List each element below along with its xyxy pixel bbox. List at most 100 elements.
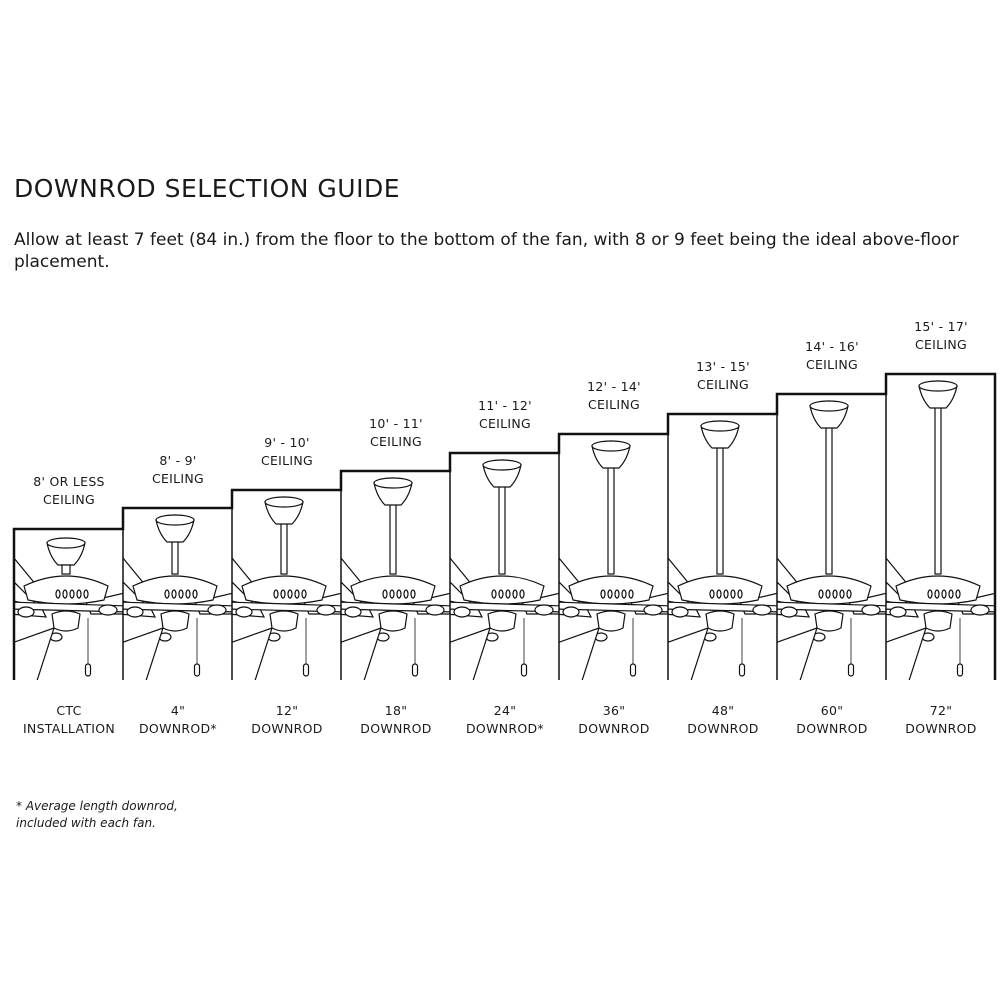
fan-panel bbox=[341, 477, 450, 680]
fan-panel bbox=[123, 514, 232, 680]
downrod-type: DOWNROD* bbox=[139, 721, 217, 736]
fan-blade bbox=[341, 627, 382, 680]
blade-arm bbox=[232, 601, 341, 613]
ceiling-label: 12' - 14' CEILING bbox=[559, 378, 669, 414]
ceiling-label: 13' - 15' CEILING bbox=[668, 358, 778, 394]
ceiling-label: 14' - 16' CEILING bbox=[777, 338, 887, 374]
ceiling-range: 9' - 10' bbox=[264, 435, 310, 450]
downrod-label: 36" DOWNROD bbox=[559, 702, 669, 738]
ceiling-range: 10' - 11' bbox=[369, 416, 423, 431]
downrod-length: 24" bbox=[493, 703, 517, 718]
blade-arm bbox=[341, 601, 450, 613]
ceiling-label: 10' - 11' CEILING bbox=[341, 415, 451, 451]
ceiling-range: 12' - 14' bbox=[587, 379, 641, 394]
blade-arm bbox=[123, 601, 232, 613]
downrod-type: DOWNROD bbox=[251, 721, 323, 736]
downrod-length: 72" bbox=[929, 703, 953, 718]
fan-panel bbox=[14, 537, 123, 680]
blade-arm bbox=[668, 601, 777, 613]
ceiling-word: CEILING bbox=[587, 397, 641, 412]
downrod bbox=[607, 465, 615, 575]
ceiling-label: 8' OR LESS CEILING bbox=[14, 473, 124, 509]
downrod-type: INSTALLATION bbox=[22, 721, 116, 736]
fan-blade bbox=[886, 627, 927, 680]
blade-arm bbox=[777, 601, 886, 613]
downrod-label: 24" DOWNROD* bbox=[450, 702, 560, 738]
ceiling-word: CEILING bbox=[151, 471, 205, 486]
fan-panel bbox=[668, 420, 777, 680]
downrod-type: DOWNROD bbox=[578, 721, 650, 736]
downrod-length: 36" bbox=[602, 703, 626, 718]
footnote-line: * Average length downrod, bbox=[16, 799, 178, 813]
ceiling-label: 9' - 10' CEILING bbox=[232, 434, 342, 470]
downrod-length: 4" bbox=[170, 703, 186, 718]
blade-arm bbox=[886, 601, 995, 613]
downrod bbox=[825, 425, 833, 575]
downrod bbox=[280, 521, 288, 575]
blade-arm bbox=[450, 601, 559, 613]
footnote: * Average length downrod, included with … bbox=[16, 798, 178, 832]
downrod-type: DOWNROD bbox=[796, 721, 868, 736]
downrod bbox=[498, 484, 506, 575]
ceiling-word: CEILING bbox=[914, 337, 968, 352]
ceiling-range: 11' - 12' bbox=[478, 398, 532, 413]
light-kit bbox=[487, 610, 517, 632]
blade-arm bbox=[559, 601, 668, 613]
downrod-length: 60" bbox=[820, 703, 844, 718]
blade-arm bbox=[14, 601, 123, 613]
fan-panel bbox=[559, 440, 668, 680]
ceiling-range: 14' - 16' bbox=[805, 339, 859, 354]
intro-text: Allow at least 7 feet (84 in.) from the … bbox=[14, 230, 959, 272]
downrod-length: 12" bbox=[275, 703, 299, 718]
ceiling-word: CEILING bbox=[478, 416, 532, 431]
ceiling-range: 8' - 9' bbox=[159, 453, 197, 468]
light-kit bbox=[814, 610, 844, 632]
downrod-type: DOWNROD* bbox=[466, 721, 544, 736]
light-kit bbox=[160, 610, 190, 632]
fan-panel bbox=[777, 400, 886, 680]
light-kit bbox=[269, 610, 299, 632]
ceiling-label: 15' - 17' CEILING bbox=[886, 318, 996, 354]
ceiling-steps-outline bbox=[12, 372, 997, 680]
downrod-length: CTC bbox=[56, 703, 82, 718]
downrod-label: 60" DOWNROD bbox=[777, 702, 887, 738]
ceiling-word: CEILING bbox=[696, 377, 750, 392]
downrod-label: 12" DOWNROD bbox=[232, 702, 342, 738]
fan-panel bbox=[886, 380, 995, 680]
downrod bbox=[716, 445, 724, 575]
ceiling-label: 8' - 9' CEILING bbox=[123, 452, 233, 488]
downrod-type: DOWNROD bbox=[360, 721, 432, 736]
downrod-type: DOWNROD bbox=[905, 721, 977, 736]
downrod bbox=[171, 539, 179, 575]
ceiling-label: 11' - 12' CEILING bbox=[450, 397, 560, 433]
light-kit bbox=[51, 610, 81, 632]
fan-blade bbox=[232, 627, 273, 680]
ceiling-range: 13' - 15' bbox=[696, 359, 750, 374]
downrod-label: 72" DOWNROD bbox=[886, 702, 996, 738]
downrod-length: 18" bbox=[384, 703, 408, 718]
downrod-length: 48" bbox=[711, 703, 735, 718]
page-title: DOWNROD SELECTION GUIDE bbox=[14, 174, 400, 203]
downrod bbox=[934, 405, 942, 575]
downrod-type: DOWNROD bbox=[687, 721, 759, 736]
downrod-label: 18" DOWNROD bbox=[341, 702, 451, 738]
ceiling-word: CEILING bbox=[369, 434, 423, 449]
ceiling-word: CEILING bbox=[805, 357, 859, 372]
fan-blade bbox=[123, 627, 164, 680]
ceiling-word: CEILING bbox=[42, 492, 96, 507]
downrod-label: 48" DOWNROD bbox=[668, 702, 778, 738]
fan-blade bbox=[559, 627, 600, 680]
fan-blade bbox=[14, 627, 55, 680]
fan-blade bbox=[668, 627, 709, 680]
fan-blade bbox=[450, 627, 491, 680]
downrod-label: CTC INSTALLATION bbox=[14, 702, 124, 738]
light-kit bbox=[378, 610, 408, 632]
light-kit bbox=[705, 610, 735, 632]
light-kit bbox=[923, 610, 953, 632]
downrod bbox=[389, 502, 397, 575]
fan-panel bbox=[232, 496, 341, 680]
downrod-label: 4" DOWNROD* bbox=[123, 702, 233, 738]
ceiling-word: CEILING bbox=[260, 453, 314, 468]
footnote-line: included with each fan. bbox=[16, 816, 156, 830]
